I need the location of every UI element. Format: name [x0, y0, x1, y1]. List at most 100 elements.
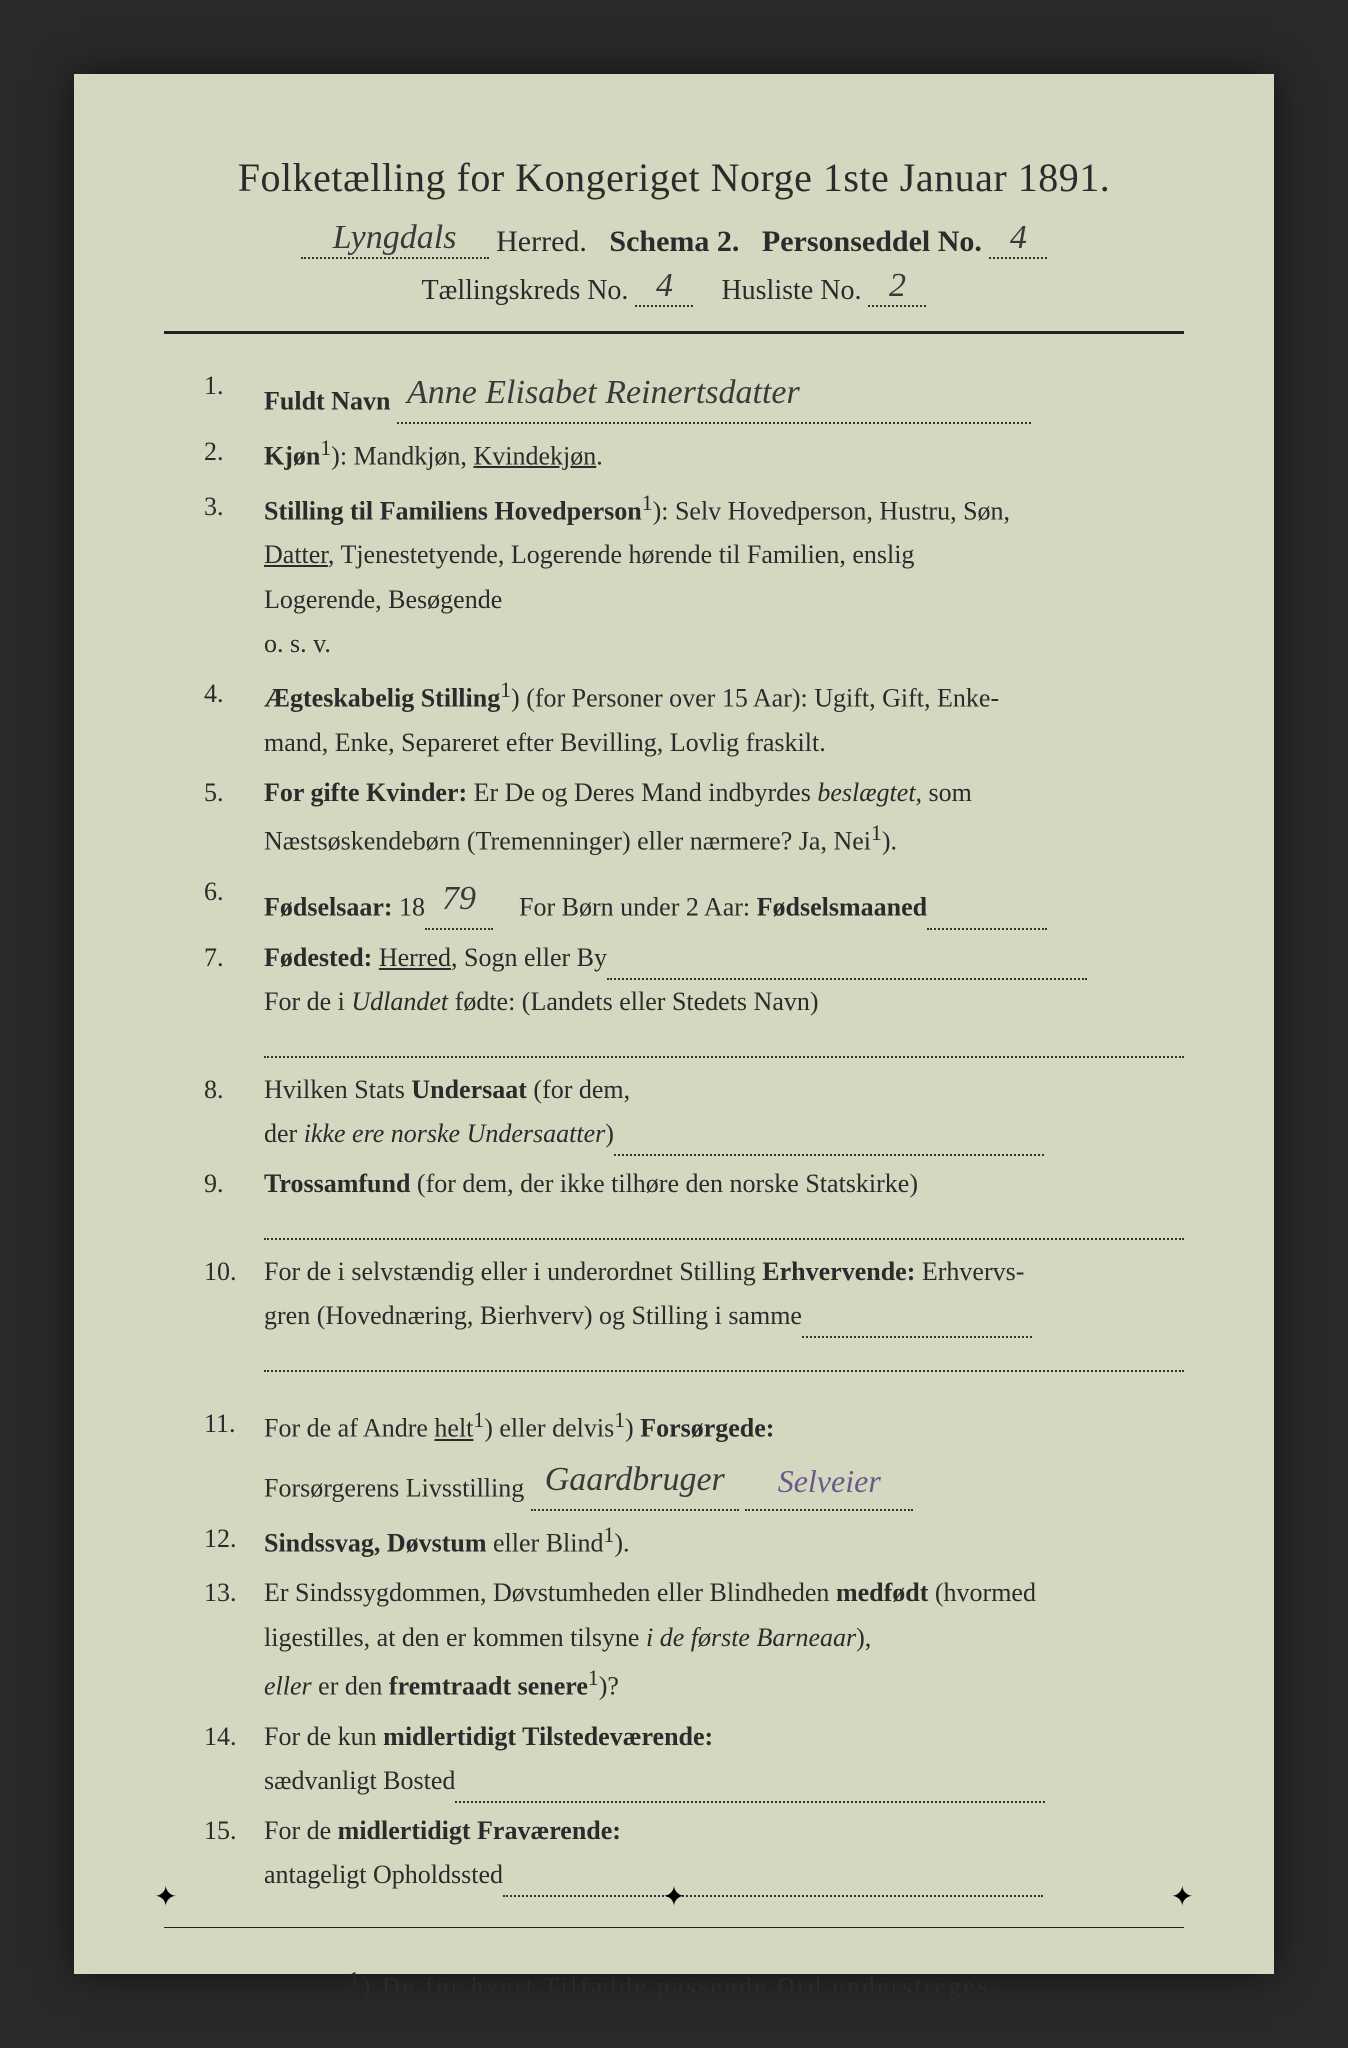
birthplace-blank	[607, 978, 1087, 980]
main-title: Folketælling for Kongeriget Norge 1ste J…	[164, 154, 1184, 201]
item-9: 9. Trossamfund (for dem, der ikke tilhør…	[164, 1162, 1184, 1206]
item-8-text1: Hvilken Stats	[264, 1075, 411, 1104]
pin-mark-right: ✦	[1171, 1880, 1194, 1914]
item-7-text1: , Sogn eller By	[451, 943, 607, 972]
item-13-text6: )?	[599, 1672, 619, 1701]
item-13-text2: (hvormed	[928, 1578, 1036, 1607]
item-14-num: 14.	[204, 1715, 264, 1803]
taellingskreds-label: Tællingskreds No.	[422, 275, 629, 306]
item-1-num: 1.	[204, 364, 264, 424]
item-13-italic2: eller	[264, 1672, 312, 1701]
item-15-num: 15.	[204, 1809, 264, 1897]
item-14-text2: sædvanligt Bosted	[264, 1766, 455, 1795]
item-3-num: 3.	[204, 485, 264, 666]
item-11: 11. For de af Andre helt1) eller delvis1…	[164, 1402, 1184, 1511]
item-7-blank-line	[264, 1030, 1184, 1058]
item-13-text4: ),	[856, 1623, 871, 1652]
item-1: 1. Fuldt Navn Anne Elisabet Reinertsdatt…	[164, 364, 1184, 424]
item-13: 13. Er Sindssygdommen, Døvstumheden elle…	[164, 1571, 1184, 1708]
item-15-text2: antageligt Opholdssted	[264, 1860, 503, 1889]
item-7-text3: fødte: (Landets eller Stedets Navn)	[448, 987, 818, 1016]
item-4-text1: ) (for Personer over 15 Aar): Ugift, Gif…	[511, 684, 999, 713]
item-5-text3: Næstsøskendebørn (Tremenninger) eller næ…	[264, 827, 871, 856]
item-4-num: 4.	[204, 672, 264, 765]
item-7-num: 7.	[204, 936, 264, 1024]
citizenship-blank	[614, 1154, 1044, 1156]
item-6: 6. Fødselsaar: 1879 For Børn under 2 Aar…	[164, 870, 1184, 930]
item-5-num: 5.	[204, 771, 264, 864]
item-5-italic1: beslægtet,	[817, 778, 922, 807]
item-3-underlined: Datter	[264, 540, 328, 569]
item-13-italic1: i de første Barneaar	[646, 1623, 856, 1652]
item-13-label: medfødt	[836, 1578, 928, 1607]
item-3-label: Stilling til Familiens Hovedperson	[264, 496, 642, 525]
item-10-num: 10.	[204, 1250, 264, 1338]
pin-mark-left: ✦	[154, 1880, 177, 1914]
item-10-blank-line	[264, 1344, 1184, 1372]
item-11-num: 11.	[204, 1402, 264, 1511]
item-11-label: Forsørgede:	[640, 1414, 774, 1443]
item-3-line3: Logerende, Besøgende	[264, 585, 502, 614]
item-13-text1: Er Sindssygdommen, Døvstumheden eller Bl…	[264, 1578, 836, 1607]
pin-mark-mid: ✦	[662, 1880, 685, 1914]
item-12-label: Sindssvag, Døvstum	[264, 1528, 487, 1557]
item-7-text2: For de i	[264, 987, 351, 1016]
item-2-num: 2.	[204, 430, 264, 479]
item-12-text1: eller Blind	[487, 1528, 604, 1557]
footnote-text: ) De for hvert Tilfælde passende Ord und…	[362, 1974, 999, 2000]
item-2-sup: 1	[320, 436, 331, 460]
item-8-text2: (for dem,	[527, 1075, 630, 1104]
item-3: 3. Stilling til Familiens Hovedperson1):…	[164, 485, 1184, 666]
item-13-label2: fremtraadt senere	[389, 1672, 588, 1701]
item-8-text4: )	[605, 1119, 614, 1148]
item-7-italic1: Udlandet	[351, 987, 448, 1016]
taellingskreds-no: 4	[635, 267, 693, 307]
item-11-sup2: 1	[614, 1408, 625, 1432]
item-5-label: gifte Kvinder:	[310, 778, 467, 807]
item-15-text1: For de	[264, 1816, 338, 1845]
item-5-text2: som	[922, 778, 972, 807]
header-line-2: Tællingskreds No. 4 Husliste No. 2	[164, 267, 1184, 307]
item-11-underlined1: helt	[434, 1414, 473, 1443]
item-13-num: 13.	[204, 1571, 264, 1708]
item-10-text1: For de i selvstændig eller i underordnet…	[264, 1257, 762, 1286]
item-8: 8. Hvilken Stats Undersaat (for dem, der…	[164, 1068, 1184, 1156]
item-10-text3: gren (Hovednæring, Bierhverv) og Stillin…	[264, 1301, 802, 1330]
item-8-num: 8.	[204, 1068, 264, 1156]
item-10: 10. For de i selvstændig eller i underor…	[164, 1250, 1184, 1338]
item-4-sup: 1	[500, 678, 511, 702]
schema-label: Schema 2.	[609, 225, 739, 258]
provider-occupation-1: Gaardbruger	[531, 1451, 739, 1511]
item-12-sup: 1	[604, 1523, 615, 1547]
item-13-sup: 1	[588, 1666, 599, 1690]
item-11-text4: Forsørgerens Livsstilling	[264, 1473, 524, 1502]
item-12-num: 12.	[204, 1517, 264, 1566]
item-11-text1: For de af Andre	[264, 1414, 434, 1443]
item-12: 12. Sindssvag, Døvstum eller Blind1).	[164, 1517, 1184, 1566]
birth-month-blank	[927, 928, 1047, 930]
item-9-num: 9.	[204, 1162, 264, 1206]
personseddel-no: 4	[989, 219, 1047, 259]
divider-bottom	[164, 1927, 1184, 1928]
item-7: 7. Fødested: Herred, Sogn eller By For d…	[164, 936, 1184, 1024]
item-8-label: Undersaat	[411, 1075, 527, 1104]
item-9-blank-line	[264, 1212, 1184, 1240]
item-8-text3: der	[264, 1119, 304, 1148]
item-5: 5. For gifte Kvinder: Er De og Deres Man…	[164, 771, 1184, 864]
item-6-year-prefix: 18	[399, 893, 425, 922]
herred-label: Herred.	[496, 225, 587, 258]
item-2-underlined: Kvindekjøn	[473, 441, 596, 470]
item-13-text5: er den	[312, 1672, 389, 1701]
birth-year-value: 79	[425, 870, 493, 930]
item-15-label: midlertidigt Fraværende:	[338, 1816, 621, 1845]
item-1-label: Fuldt Navn	[264, 387, 390, 416]
item-14: 14. For de kun midlertidigt Tilstedevære…	[164, 1715, 1184, 1803]
item-5-text4: ).	[882, 827, 897, 856]
item-5-text1: Er De og Deres Mand indbyrdes	[467, 778, 817, 807]
divider-top	[164, 331, 1184, 334]
item-6-num: 6.	[204, 870, 264, 930]
item-13-text3: ligestilles, at den er kommen tilsyne	[264, 1623, 646, 1652]
full-name-value: Anne Elisabet Reinertsdatter	[397, 364, 1031, 424]
item-2-text-a: ): Mandkjøn,	[331, 441, 473, 470]
item-4: 4. Ægteskabelig Stilling1) (for Personer…	[164, 672, 1184, 765]
